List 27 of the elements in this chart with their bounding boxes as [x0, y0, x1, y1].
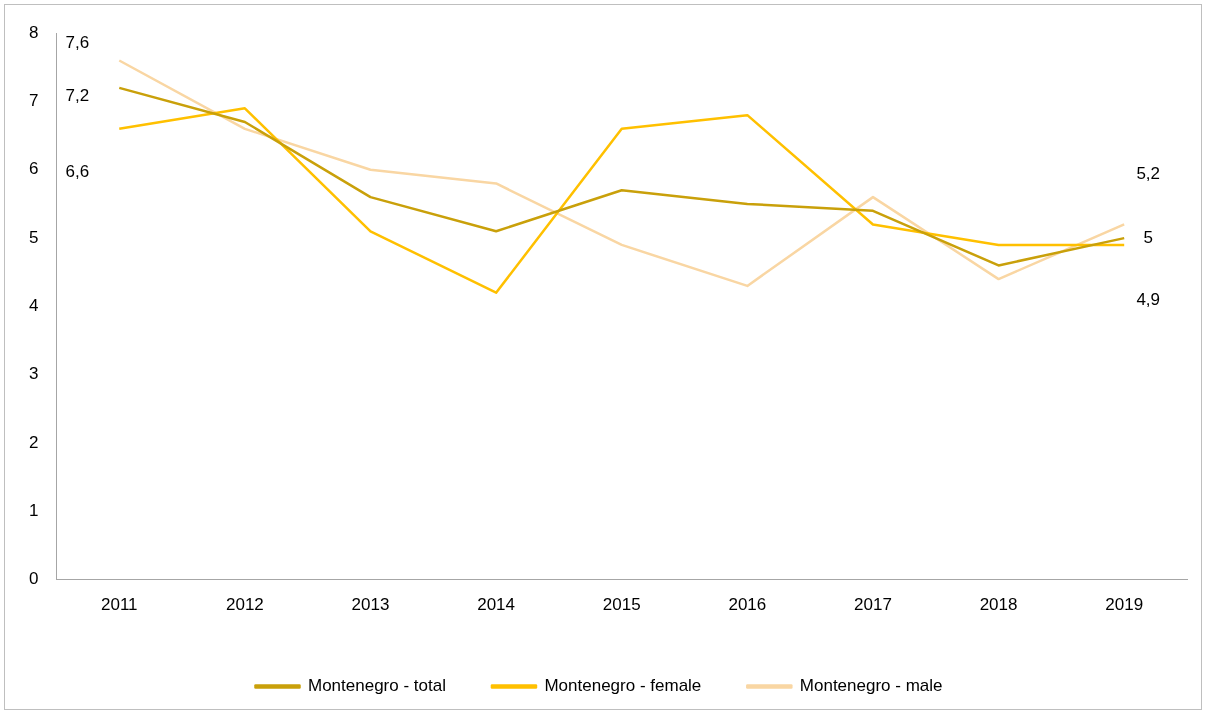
y-tick-label: 1	[28, 500, 39, 520]
x-tick-label: 2017	[854, 595, 892, 615]
legend-label: Montenegro - female	[544, 676, 702, 696]
y-tick-label: 0	[28, 569, 39, 589]
data-label: 6,6	[65, 161, 90, 181]
x-tick-label: 2011	[100, 595, 138, 615]
y-tick-label: 4	[28, 296, 39, 316]
x-tick-label: 2013	[351, 595, 390, 615]
x-tick-label: 2015	[602, 595, 641, 615]
y-tick-label: 2	[28, 432, 39, 452]
legend-label: Montenegro - male	[799, 676, 943, 696]
data-label: 5	[1143, 227, 1153, 247]
x-tick-label: 2016	[728, 595, 767, 615]
data-label: 7,2	[65, 85, 90, 105]
y-tick-label: 6	[28, 159, 39, 179]
y-tick-label: 8	[28, 22, 39, 42]
y-tick-label: 5	[28, 227, 39, 247]
legend-label: Montenegro - total	[308, 676, 446, 696]
x-tick-label: 2018	[979, 595, 1018, 615]
y-tick-label: 3	[28, 364, 39, 384]
data-label: 4,9	[1136, 289, 1161, 309]
y-tick-label: 7	[28, 91, 39, 111]
x-tick-label: 2014	[477, 595, 516, 615]
data-label: 7,6	[65, 33, 90, 53]
x-tick-label: 2019	[1105, 595, 1144, 615]
data-label: 5,2	[1136, 164, 1161, 184]
x-tick-label: 2012	[225, 595, 264, 615]
